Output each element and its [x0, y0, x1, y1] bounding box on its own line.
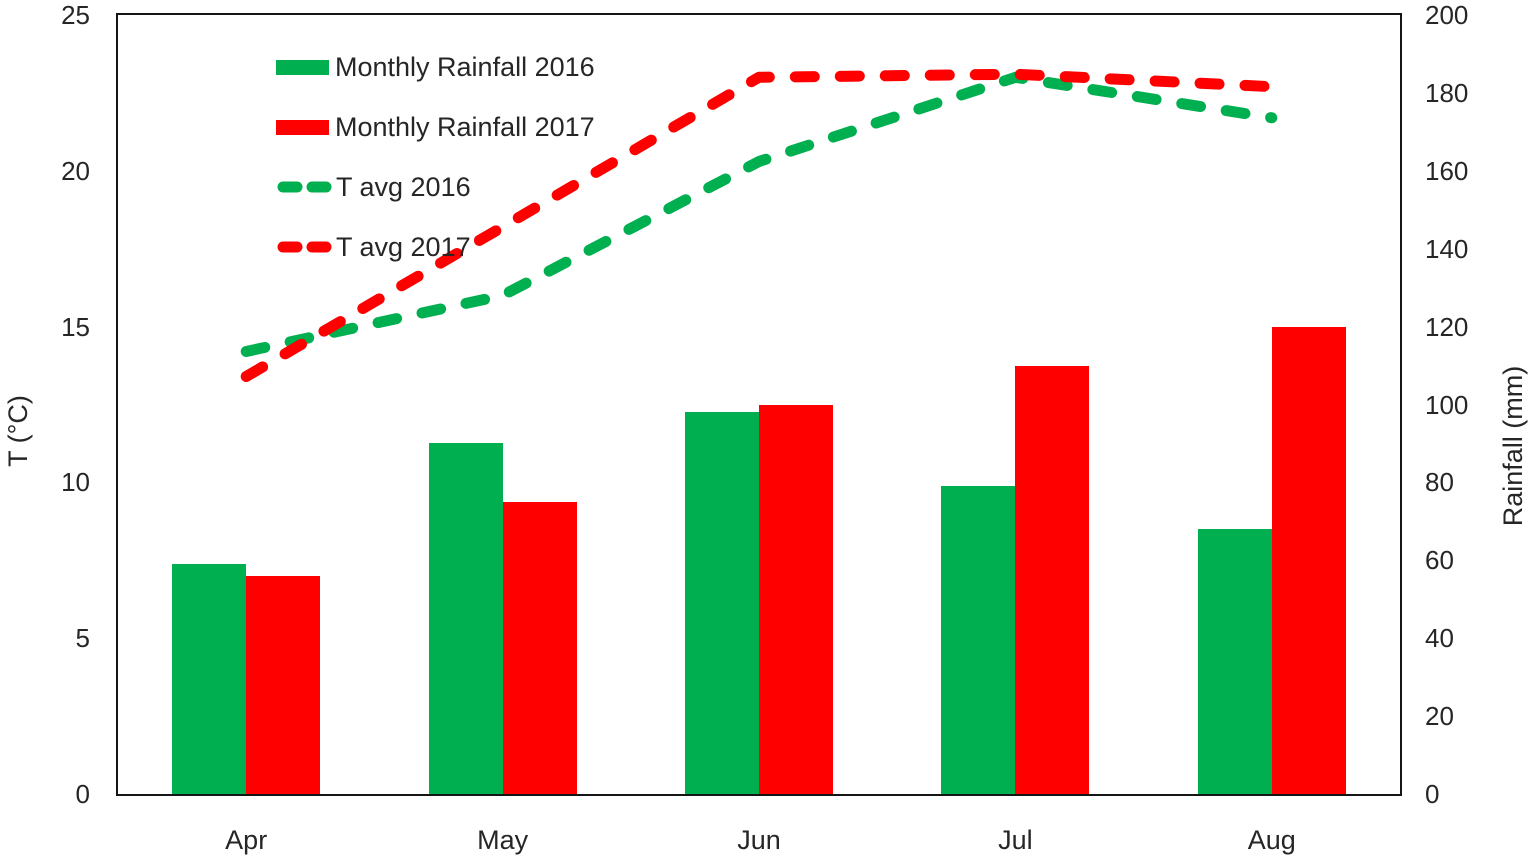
right-axis-title: Rainfall (mm) — [1498, 365, 1528, 527]
right-tick-40: 40 — [1425, 623, 1454, 654]
bar-monthly-rainfall-2016-may — [428, 443, 503, 794]
left-tick-0: 0 — [75, 779, 90, 809]
bar-monthly-rainfall-2017-apr — [246, 575, 321, 794]
legend-label-t-avg-2017: T avg 2017 — [336, 232, 471, 262]
left-axis-title: T (°C) — [3, 395, 33, 467]
legend-line-sample-t-avg-2016 — [277, 181, 332, 193]
left-tick-25: 25 — [61, 0, 90, 30]
right-tick-80: 80 — [1425, 467, 1454, 498]
x-label-may: May — [477, 825, 529, 855]
right-tick-160: 160 — [1425, 155, 1469, 186]
right-tick-140: 140 — [1425, 233, 1469, 264]
left-tick-20: 20 — [61, 155, 90, 186]
legend: Monthly Rainfall 2016 Monthly Rainfall 20… — [276, 37, 595, 277]
x-label-jul: Jul — [998, 825, 1033, 855]
right-tick-60: 60 — [1425, 545, 1454, 576]
legend-swatch-monthly-rainfall-2016 — [276, 59, 329, 75]
left-tick-15: 15 — [61, 311, 90, 342]
line-t-avg-2016 — [240, 71, 1278, 357]
legend-item-monthly-rainfall-2016: Monthly Rainfall 2016 — [276, 37, 595, 97]
right-tick-0: 0 — [1425, 779, 1440, 809]
x-label-jun: Jun — [737, 825, 781, 855]
legend-label-monthly-rainfall-2017: Monthly Rainfall 2017 — [335, 112, 595, 142]
legend-line-sample-t-avg-2017 — [277, 241, 332, 253]
legend-item-t-avg-2016: T avg 2016 — [276, 157, 595, 217]
x-label-apr: Apr — [225, 825, 268, 855]
bar-monthly-rainfall-2016-jul — [941, 486, 1016, 794]
plot-area: Monthly Rainfall 2016 Monthly Rainfall 20… — [118, 15, 1400, 794]
legend-label-t-avg-2016: T avg 2016 — [336, 172, 471, 202]
legend-swatch-monthly-rainfall-2017 — [276, 119, 329, 135]
bar-monthly-rainfall-2017-aug — [1271, 326, 1346, 794]
bar-monthly-rainfall-2016-aug — [1197, 529, 1272, 794]
bar-monthly-rainfall-2016-jun — [685, 412, 759, 794]
bar-monthly-rainfall-2017-may — [502, 501, 577, 794]
left-tick-10: 10 — [61, 467, 90, 498]
right-tick-180: 180 — [1425, 77, 1469, 108]
legend-item-t-avg-2017: T avg 2017 — [276, 217, 595, 277]
bar-monthly-rainfall-2017-jun — [759, 404, 833, 794]
bar-monthly-rainfall-2017-jul — [1015, 365, 1090, 794]
bar-monthly-rainfall-2016-apr — [172, 564, 247, 794]
legend-label-monthly-rainfall-2016: Monthly Rainfall 2016 — [335, 52, 595, 82]
left-tick-5: 5 — [75, 623, 90, 654]
right-tick-120: 120 — [1425, 311, 1469, 342]
temperature-lines-layer — [240, 68, 1278, 382]
right-tick-100: 100 — [1425, 389, 1469, 420]
x-label-aug: Aug — [1247, 825, 1296, 855]
right-tick-200: 200 — [1425, 0, 1469, 30]
legend-item-monthly-rainfall-2017: Monthly Rainfall 2017 — [276, 97, 595, 157]
line-t-avg-2017 — [240, 68, 1278, 382]
right-tick-20: 20 — [1425, 701, 1454, 732]
